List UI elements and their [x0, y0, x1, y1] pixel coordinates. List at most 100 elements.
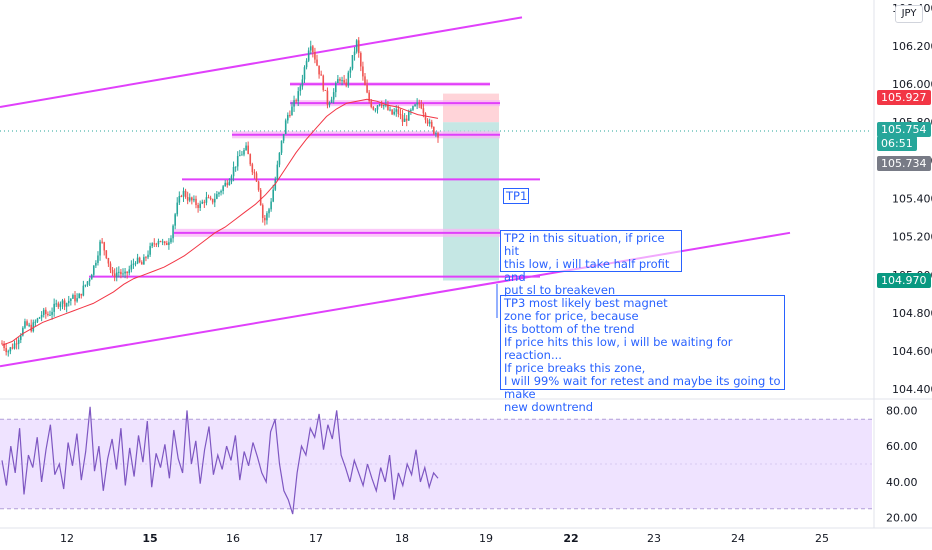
candle-body — [45, 309, 47, 314]
candle-body — [126, 271, 128, 274]
price-tick-label: 106.000 — [892, 78, 932, 91]
candle-body — [90, 274, 93, 280]
price-tag: 105.754 — [877, 122, 931, 137]
candle-body — [410, 109, 412, 112]
candle-body — [435, 133, 437, 135]
take-profit-zone — [443, 122, 499, 281]
candle-body — [74, 295, 76, 302]
candle-body — [339, 79, 341, 81]
candle-body — [216, 194, 218, 199]
stop-loss-zone — [443, 93, 499, 123]
candle-body — [207, 197, 210, 199]
price-tag: 104.970 — [877, 273, 931, 288]
time-tick-label: 16 — [226, 532, 240, 545]
tp3-annotation[interactable]: TP3 most likely best magnet zone for pri… — [500, 295, 785, 414]
candle-body — [184, 190, 187, 197]
candle-body — [105, 250, 108, 259]
candle-body — [172, 225, 174, 239]
candle-body — [330, 99, 333, 103]
candle-body — [101, 241, 103, 243]
candle-body — [420, 104, 423, 109]
candle-body — [178, 196, 181, 203]
candle-body — [140, 262, 143, 265]
candle-body — [103, 242, 106, 251]
tp1-label[interactable]: TP1 — [503, 188, 529, 204]
candle-body — [9, 347, 12, 352]
candle-body — [226, 182, 229, 186]
candle-body — [355, 40, 358, 52]
candle-body — [61, 300, 64, 304]
candle-body — [307, 50, 310, 61]
candle-body — [17, 339, 20, 344]
candle-body — [291, 106, 293, 116]
candle-body — [197, 204, 199, 208]
candle-body — [362, 66, 364, 77]
time-tick-label: 22 — [563, 532, 578, 545]
candle-body — [360, 53, 362, 67]
candle-body — [32, 322, 35, 332]
candle-body — [195, 198, 197, 205]
candle-body — [191, 197, 193, 201]
candle-body — [418, 102, 421, 105]
candle-body — [416, 102, 418, 105]
time-tick-label: 24 — [731, 532, 745, 545]
candle-body — [3, 343, 5, 349]
candle-body — [407, 111, 410, 121]
candle-body — [276, 164, 279, 180]
candle-body — [253, 172, 256, 174]
currency-badge[interactable]: JPY — [895, 5, 923, 23]
candle-body — [387, 104, 389, 110]
candle-body — [55, 303, 58, 305]
candle-body — [351, 55, 354, 69]
candle-body — [161, 241, 164, 243]
candle-body — [259, 189, 262, 206]
candle-body — [241, 154, 243, 156]
candle-body — [284, 120, 287, 135]
candle-body — [264, 217, 266, 221]
candle-body — [15, 343, 18, 345]
tp2-annotation[interactable]: TP2 in this situation, if price hit this… — [500, 230, 682, 297]
candle-body — [220, 190, 222, 193]
candle-body — [122, 273, 124, 275]
candle-body — [72, 295, 74, 299]
candle-body — [426, 119, 429, 124]
candle-body — [316, 59, 318, 66]
time-tick-label: 19 — [479, 532, 493, 545]
candle-body — [155, 243, 158, 245]
candle-body — [297, 91, 300, 102]
candle-body — [282, 134, 285, 141]
candle-body — [268, 209, 270, 214]
candle-body — [428, 121, 431, 124]
candle-body — [124, 271, 126, 274]
time-tick-label: 17 — [309, 532, 323, 545]
candle-body — [30, 324, 33, 332]
candle-body — [199, 203, 201, 208]
candle-body — [149, 246, 151, 255]
candle-body — [67, 300, 70, 304]
candle-body — [393, 111, 395, 115]
candle-body — [145, 257, 147, 259]
candle-body — [345, 82, 348, 86]
candle-body — [218, 192, 220, 195]
candle-body — [7, 351, 10, 353]
candle-body — [80, 293, 83, 296]
candle-body — [57, 303, 60, 307]
candle-body — [42, 309, 45, 315]
candle-body — [385, 104, 387, 106]
candle-body — [174, 214, 176, 226]
candle-body — [399, 113, 402, 116]
candle-body — [193, 198, 195, 201]
candle-body — [437, 133, 439, 138]
candle-body — [299, 86, 302, 92]
rsi-tick-label: 80.00 — [886, 404, 918, 417]
candle-body — [349, 68, 352, 73]
candle-body — [84, 284, 87, 286]
candle-body — [337, 79, 339, 84]
candle-body — [374, 109, 377, 111]
candle-body — [134, 263, 137, 265]
candle-body — [176, 202, 179, 215]
candle-body — [151, 243, 154, 247]
price-tag: 105.734 — [877, 156, 931, 171]
price-tick-label: 104.400 — [892, 383, 932, 396]
